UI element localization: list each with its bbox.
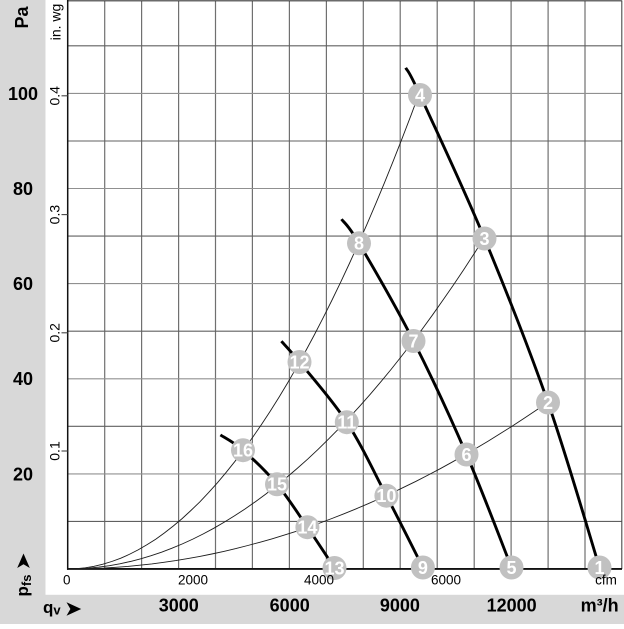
svg-text:12000: 12000 [487,595,537,615]
svg-text:80: 80 [13,179,33,199]
svg-text:4000: 4000 [304,573,334,588]
svg-text:5: 5 [506,558,516,578]
svg-text:8: 8 [354,234,364,254]
svg-text:6000: 6000 [270,595,310,615]
svg-text:13: 13 [324,558,344,578]
svg-text:12: 12 [289,352,309,372]
svg-text:60: 60 [13,274,33,294]
svg-text:20: 20 [13,464,33,484]
svg-text:7: 7 [408,331,418,351]
svg-text:Pa: Pa [12,6,32,29]
svg-text:11: 11 [337,413,356,433]
svg-text:10: 10 [376,486,396,506]
svg-text:0.3: 0.3 [47,205,63,225]
svg-text:m³/h: m³/h [581,595,619,615]
svg-text:0: 0 [63,573,71,588]
svg-text:6: 6 [461,445,471,465]
svg-text:9000: 9000 [380,595,420,615]
svg-text:3: 3 [479,229,489,249]
svg-text:6000: 6000 [431,573,461,588]
svg-text:in. wg: in. wg [48,4,64,41]
svg-text:3000: 3000 [159,595,199,615]
svg-text:14: 14 [297,518,317,538]
svg-text:qv: qv [43,598,61,618]
svg-text:15: 15 [267,475,287,495]
svg-text:1: 1 [594,558,604,578]
svg-text:16: 16 [233,441,253,461]
svg-text:2000: 2000 [178,573,208,588]
svg-text:40: 40 [13,369,33,389]
svg-text:2: 2 [543,393,553,413]
svg-text:100: 100 [8,84,38,104]
svg-text:0.2: 0.2 [47,323,63,343]
svg-text:0.1: 0.1 [47,441,63,461]
svg-text:0.4: 0.4 [47,86,63,106]
svg-text:9: 9 [418,558,428,578]
svg-text:4: 4 [415,85,425,105]
svg-text:pfs: pfs [13,575,34,597]
svg-text:cfm: cfm [595,573,617,588]
